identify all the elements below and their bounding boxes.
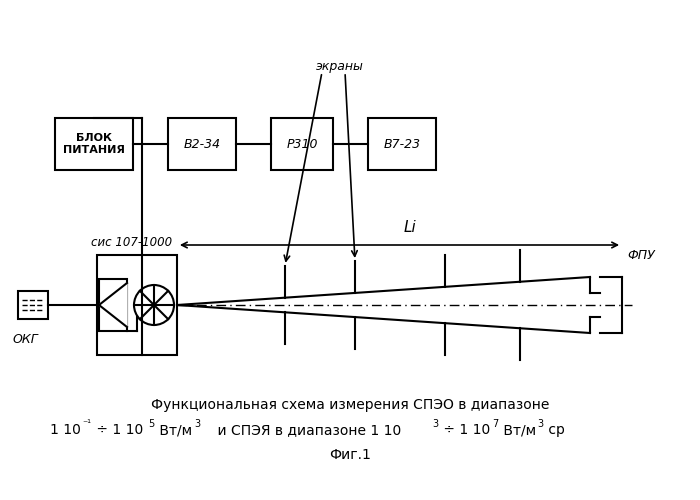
- Bar: [55, 118, 133, 170]
- Text: ФПУ: ФПУ: [627, 249, 655, 262]
- Text: ср: ср: [544, 423, 565, 437]
- Text: 3: 3: [194, 419, 200, 429]
- Text: 7: 7: [492, 419, 498, 429]
- Text: ОКГ: ОКГ: [12, 333, 38, 346]
- Text: сис 107-1000: сис 107-1000: [92, 236, 173, 249]
- Text: 3: 3: [537, 419, 543, 429]
- Bar: [271, 118, 333, 170]
- Text: ÷ 1 10: ÷ 1 10: [92, 423, 144, 437]
- Text: Фиг.1: Фиг.1: [329, 448, 371, 462]
- Text: 1 10: 1 10: [50, 423, 81, 437]
- Text: БЛОК
ПИТАНИЯ: БЛОК ПИТАНИЯ: [63, 133, 125, 155]
- Bar: [99, 279, 127, 331]
- Text: Функциональная схема измерения СПЭО в диапазоне: Функциональная схема измерения СПЭО в ди…: [150, 398, 550, 412]
- Text: ⁻¹: ⁻¹: [82, 419, 91, 429]
- Text: В7-23: В7-23: [384, 138, 421, 150]
- Text: Li: Li: [403, 220, 416, 235]
- Bar: [18, 291, 48, 319]
- Text: 3: 3: [432, 419, 438, 429]
- Text: Р310: Р310: [286, 138, 318, 150]
- Text: и СПЭЯ в диапазоне 1 10: и СПЭЯ в диапазоне 1 10: [200, 423, 401, 437]
- Text: 5: 5: [148, 419, 154, 429]
- Text: В2-34: В2-34: [183, 138, 220, 150]
- Bar: [368, 118, 436, 170]
- Text: экраны: экраны: [316, 60, 364, 73]
- Polygon shape: [99, 283, 127, 327]
- Text: ÷ 1 10: ÷ 1 10: [439, 423, 490, 437]
- Text: Вт/м: Вт/м: [155, 423, 192, 437]
- Text: Вт/м: Вт/м: [499, 423, 536, 437]
- Bar: [168, 118, 236, 170]
- Bar: [97, 255, 177, 355]
